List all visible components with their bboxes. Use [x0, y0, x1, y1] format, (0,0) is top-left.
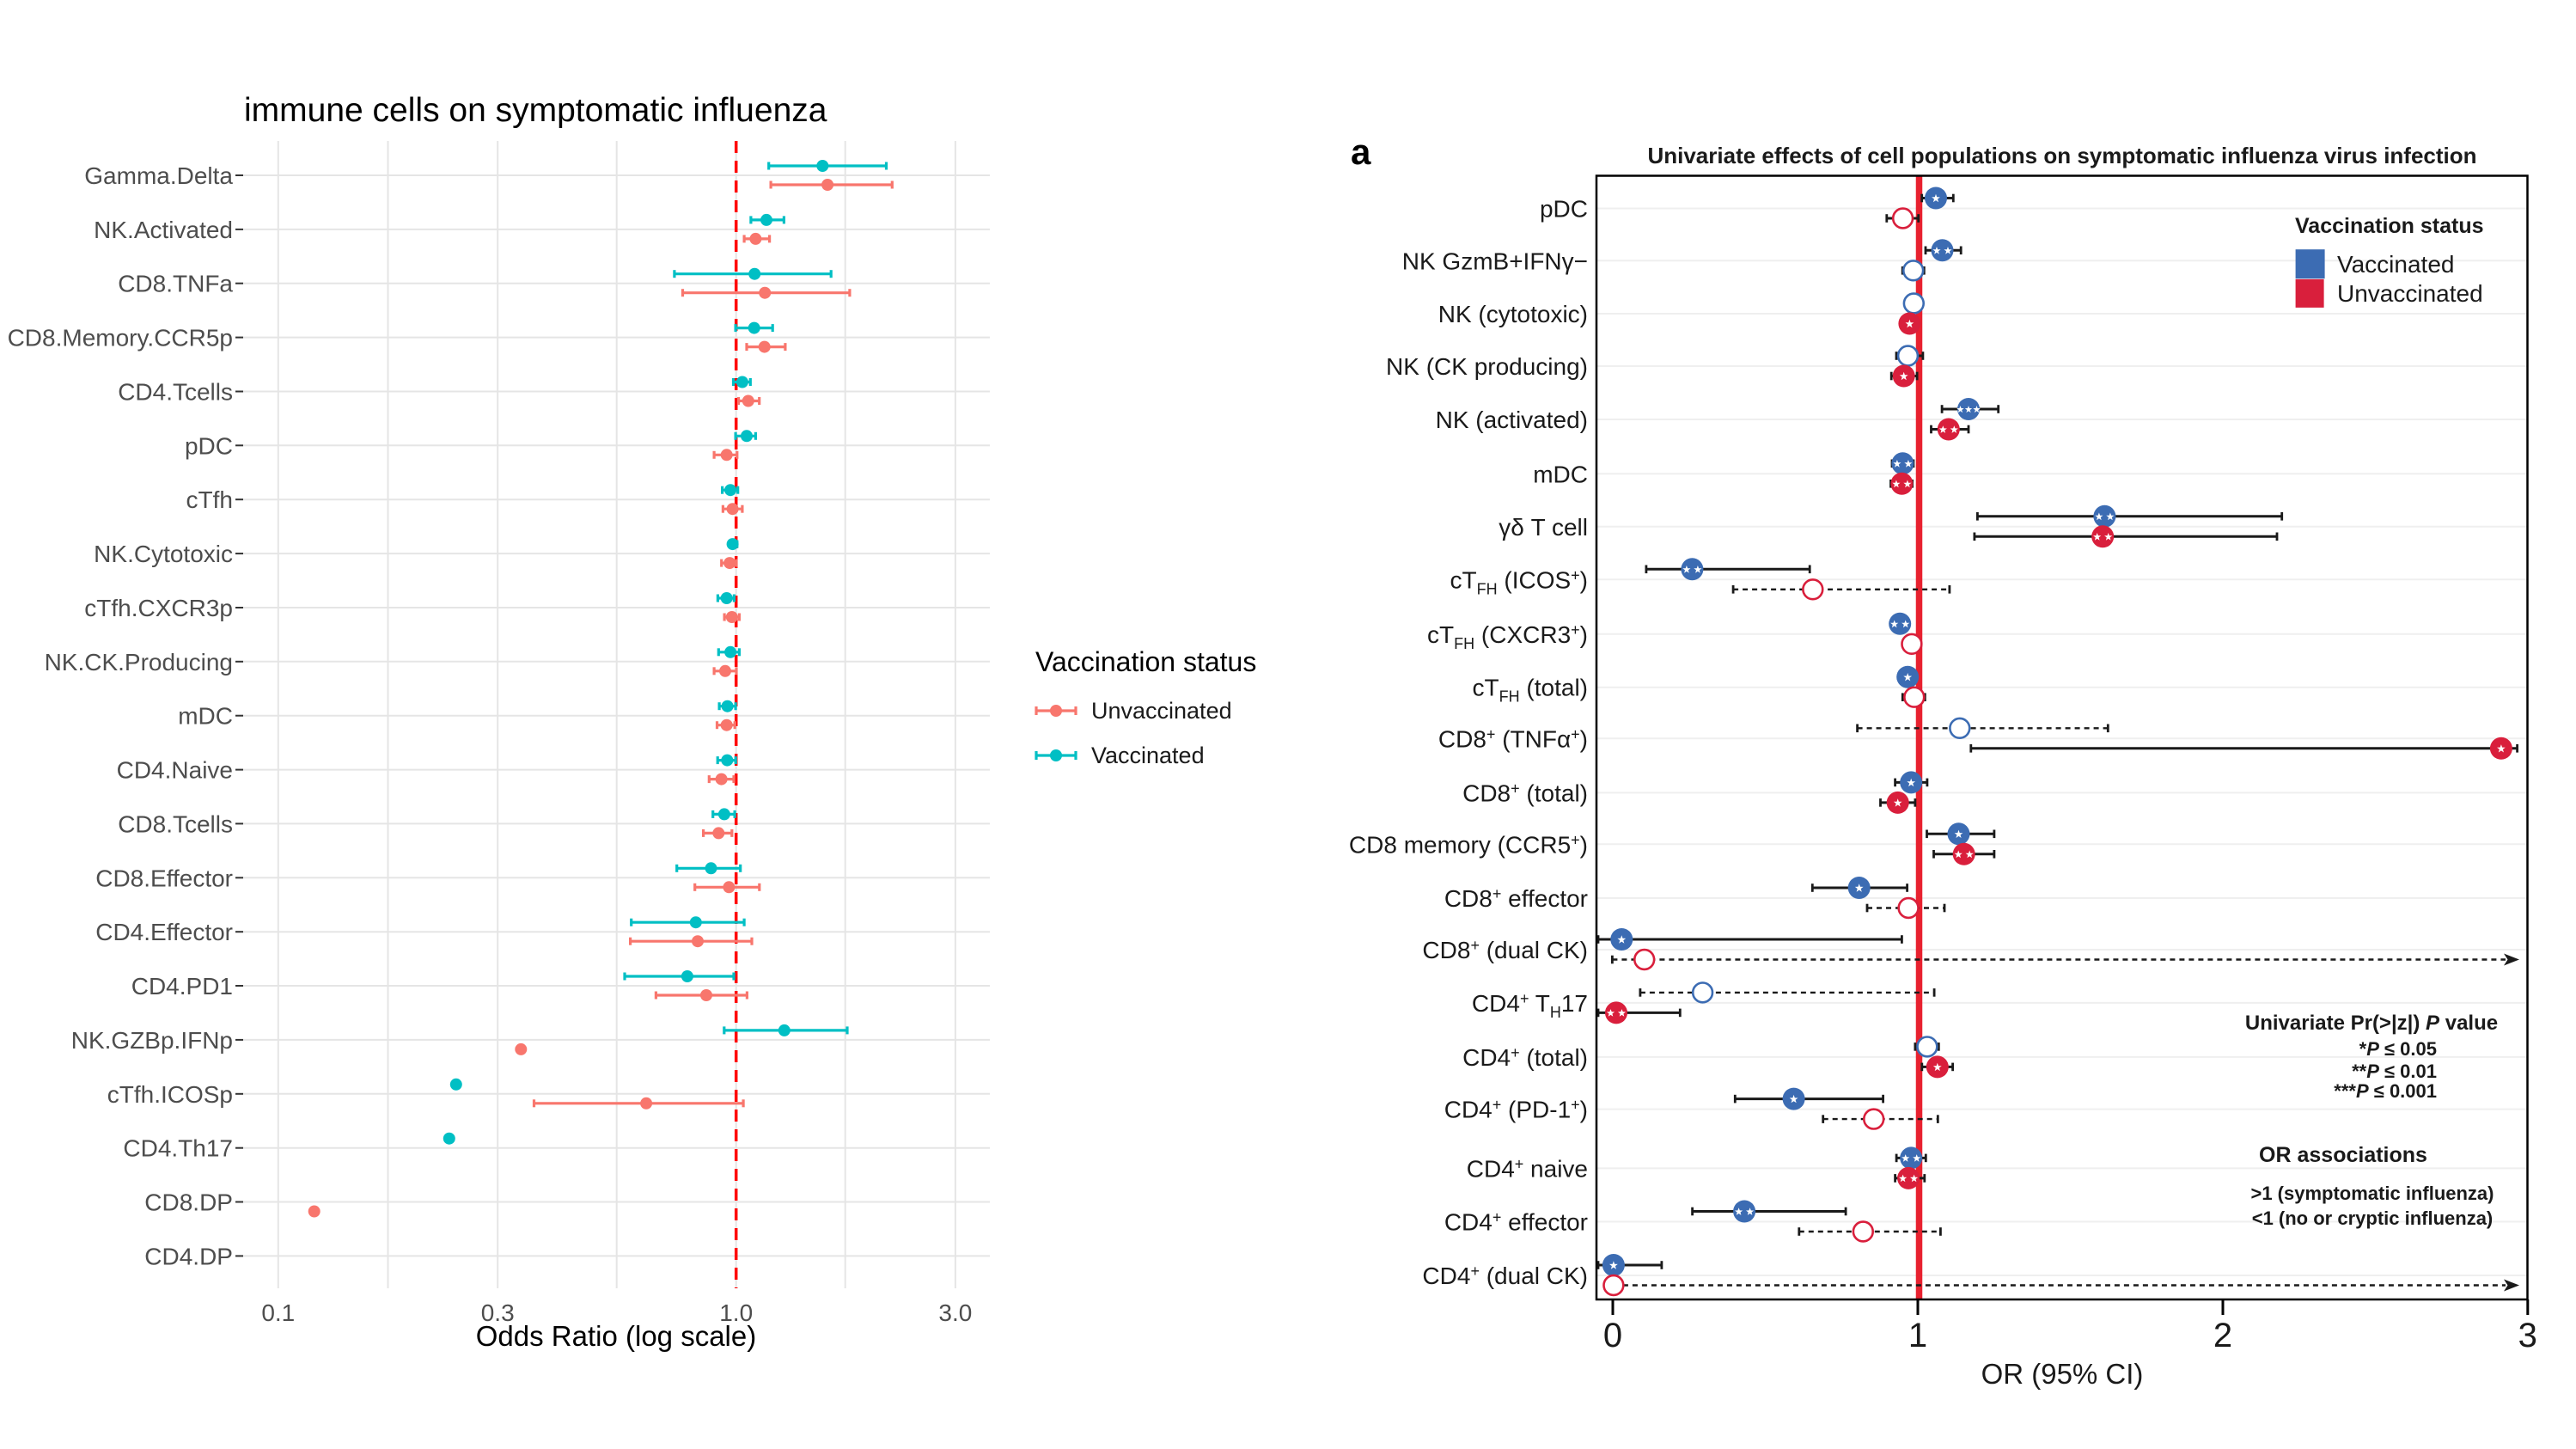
svg-text:Univariate effects of cell pop: Univariate effects of cell populations o… [1647, 143, 2476, 168]
svg-text:3: 3 [2518, 1317, 2537, 1354]
svg-text:cTfh.ICOSp: cTfh.ICOSp [107, 1081, 233, 1108]
svg-text:cTFH​ (ICOS+​): cTFH​ (ICOS+​) [1450, 566, 1588, 597]
svg-text:CD8.DP: CD8.DP [144, 1189, 233, 1216]
svg-text:Univariate Pr(>|z|) P value: Univariate Pr(>|z|) P value [2245, 1012, 2498, 1035]
svg-text:Vaccination status: Vaccination status [1035, 646, 1256, 677]
svg-text:CD8.Tcells: CD8.Tcells [118, 810, 233, 837]
svg-text:CD8 memory (CCR5+​): CD8 memory (CCR5+​) [1349, 831, 1588, 858]
svg-text:CD4.PD1: CD4.PD1 [131, 973, 233, 1000]
svg-text:γδ T cell: γδ T cell [1499, 514, 1588, 541]
svg-text:CD4.DP: CD4.DP [144, 1243, 233, 1269]
svg-text:>1 (symptomatic influenza): >1 (symptomatic influenza) [2250, 1183, 2494, 1204]
svg-text:Vaccinated: Vaccinated [2337, 251, 2454, 278]
svg-text:**P ≤ 0.01: **P ≤ 0.01 [2352, 1061, 2437, 1082]
svg-text:CD8+​ (TNFα+​): CD8+​ (TNFα+​) [1438, 725, 1588, 752]
svg-text:***P ≤ 0.001: ***P ≤ 0.001 [2334, 1080, 2437, 1102]
svg-text:CD4+​ (PD-1+​): CD4+​ (PD-1+​) [1444, 1097, 1588, 1123]
svg-text:pDC: pDC [1540, 196, 1588, 223]
svg-text:CD8.Effector: CD8.Effector [95, 865, 233, 891]
svg-text:CD8+​ effector: CD8+​ effector [1444, 885, 1588, 912]
svg-text:OR associations: OR associations [2259, 1143, 2427, 1167]
svg-text:mDC: mDC [178, 703, 233, 730]
svg-text:CD4.Th17: CD4.Th17 [123, 1135, 233, 1162]
svg-text:1.0: 1.0 [719, 1299, 753, 1326]
svg-text:NK GzmB+IFNγ−: NK GzmB+IFNγ− [1402, 248, 1588, 274]
svg-text:a: a [1351, 131, 1371, 172]
svg-text:CD8.Memory.CCR5p: CD8.Memory.CCR5p [8, 325, 233, 352]
svg-text:2: 2 [2213, 1317, 2232, 1354]
svg-text:CD4+​ (total): CD4+​ (total) [1462, 1044, 1588, 1071]
svg-text:NK.GZBp.IFNp: NK.GZBp.IFNp [71, 1027, 233, 1054]
svg-text:NK.CK.Producing: NK.CK.Producing [45, 649, 233, 676]
svg-text:cTfh: cTfh [186, 486, 233, 513]
svg-text:CD4+​ naive: CD4+​ naive [1467, 1155, 1588, 1182]
svg-text:3.0: 3.0 [938, 1299, 972, 1326]
svg-text:0: 0 [1603, 1317, 1622, 1354]
svg-text:Vaccination status: Vaccination status [2295, 214, 2484, 238]
svg-text:cTFH​ (total): cTFH​ (total) [1473, 675, 1588, 706]
svg-text:CD4.Tcells: CD4.Tcells [118, 379, 233, 406]
svg-text:CD8.TNFa: CD8.TNFa [118, 271, 233, 297]
svg-text:NK.Cytotoxic: NK.Cytotoxic [94, 541, 233, 567]
svg-text:CD4.Effector: CD4.Effector [95, 919, 233, 945]
svg-text:CD4+​ (dual CK): CD4+​ (dual CK) [1422, 1263, 1588, 1289]
svg-text:CD8+​ (dual CK): CD8+​ (dual CK) [1422, 937, 1588, 963]
svg-text:<1 (no or cryptic influenza): <1 (no or cryptic influenza) [2252, 1208, 2494, 1229]
svg-text:CD4+​ TH​17: CD4+​ TH​17 [1472, 990, 1588, 1021]
svg-text:immune cells on symptomatic in: immune cells on symptomatic influenza [244, 92, 827, 129]
svg-text:Unvaccinated: Unvaccinated [1091, 698, 1232, 724]
svg-text:pDC: pDC [185, 432, 233, 459]
svg-text:CD8+​ (total): CD8+​ (total) [1462, 780, 1588, 806]
svg-text:Vaccinated: Vaccinated [1091, 743, 1205, 768]
svg-text:1: 1 [1908, 1317, 1927, 1354]
svg-text:0.1: 0.1 [261, 1299, 295, 1326]
svg-text:cTfh.CXCR3p: cTfh.CXCR3p [84, 595, 233, 621]
svg-text:OR (95% CI): OR (95% CI) [1981, 1358, 2144, 1390]
svg-text:Odds Ratio (log scale): Odds Ratio (log scale) [476, 1320, 756, 1352]
svg-text:NK (activated): NK (activated) [1436, 407, 1588, 433]
svg-text:NK.Activated: NK.Activated [94, 217, 233, 243]
svg-text:CD4.Naive: CD4.Naive [117, 757, 233, 784]
svg-text:Gamma.Delta: Gamma.Delta [84, 162, 233, 189]
svg-text:0.3: 0.3 [481, 1299, 515, 1326]
svg-text:cTFH​ (CXCR3+​): cTFH​ (CXCR3+​) [1427, 621, 1588, 652]
svg-text:CD4+​ effector: CD4+​ effector [1444, 1209, 1588, 1236]
svg-text:*P ≤ 0.05: *P ≤ 0.05 [2359, 1038, 2437, 1060]
svg-text:NK (CK producing): NK (CK producing) [1386, 353, 1588, 380]
svg-text:NK (cytotoxic): NK (cytotoxic) [1438, 301, 1588, 327]
svg-text:Unvaccinated: Unvaccinated [2337, 280, 2483, 307]
svg-text:mDC: mDC [1533, 461, 1588, 487]
